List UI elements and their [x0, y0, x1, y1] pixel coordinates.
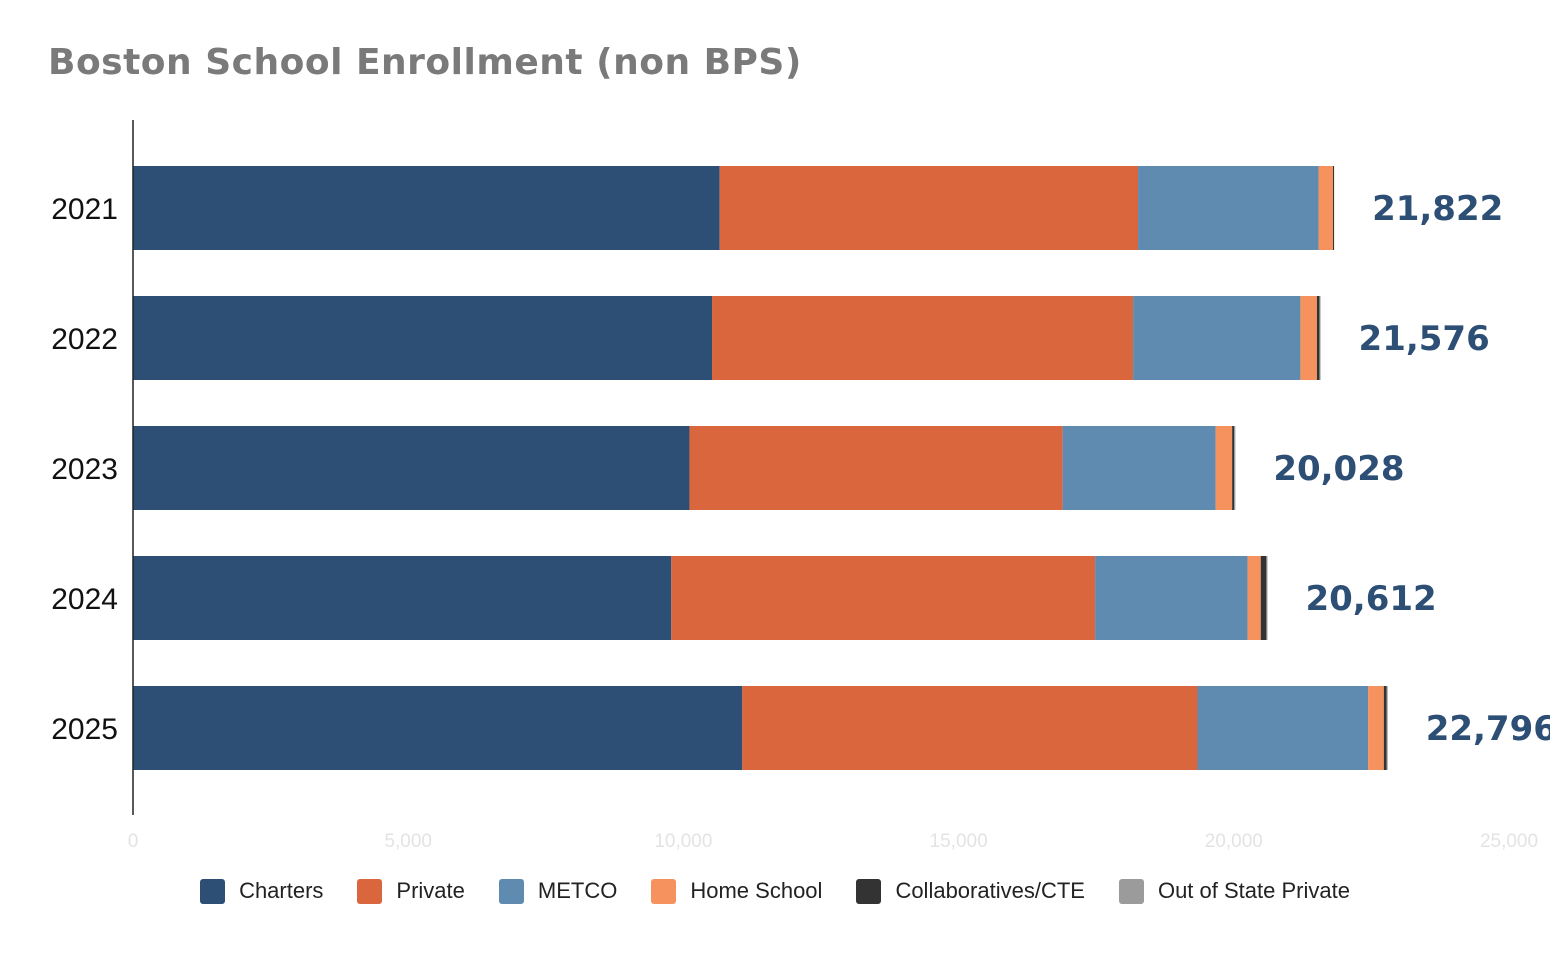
- total-label-2025: 22,796: [1426, 709, 1550, 749]
- bar-2024-home-school: [1247, 556, 1261, 640]
- bar-2023-collaboratives-cte: [1232, 426, 1235, 510]
- total-label-2024: 20,612: [1305, 579, 1436, 619]
- legend-swatch: [856, 878, 882, 904]
- bar-2025-out-of-state-private: [1386, 686, 1388, 770]
- x-tick-label: 0: [128, 831, 139, 852]
- legend-label: Private: [396, 878, 465, 903]
- legend-item-private: Private: [357, 878, 465, 904]
- bar-2022-out-of-state-private: [1319, 296, 1321, 380]
- legend-swatch: [200, 878, 226, 904]
- bar-2023-out-of-state-private: [1234, 426, 1236, 510]
- category-labels: 2021 2022 2023 2024 2025: [51, 193, 118, 746]
- bar-2024-out-of-state-private: [1266, 556, 1268, 640]
- bar-2025-collaboratives-cte: [1383, 686, 1387, 770]
- bar-2022-metco: [1133, 296, 1301, 380]
- bar-group: [133, 166, 1388, 770]
- x-tick-label: 10,000: [654, 831, 712, 852]
- bar-2023-private: [689, 426, 1063, 510]
- category-label-2021: 2021: [51, 193, 118, 226]
- chart-title: Boston School Enrollment (non BPS): [48, 42, 802, 83]
- category-label-2023: 2023: [51, 453, 118, 486]
- x-tick-label: 25,000: [1480, 831, 1538, 852]
- x-tick-labels: 0 5,000 10,000 15,000 20,000 25,000: [128, 831, 1538, 852]
- total-label-2021: 21,822: [1372, 189, 1503, 229]
- legend-swatch: [651, 878, 677, 904]
- bar-2023-charters: [133, 426, 690, 510]
- category-label-2025: 2025: [51, 713, 118, 746]
- bar-2025-private: [742, 686, 1198, 770]
- bar-2023-home-school: [1215, 426, 1233, 510]
- legend-item-collaboratives-cte: Collaboratives/CTE: [856, 878, 1085, 904]
- bar-2025-metco: [1197, 686, 1369, 770]
- bar-2021-home-school: [1318, 166, 1333, 250]
- bar-2021-metco: [1138, 166, 1319, 250]
- x-tick-label: 15,000: [930, 831, 988, 852]
- legend-swatch: [498, 878, 524, 904]
- legend-label: Charters: [239, 878, 324, 903]
- category-label-2022: 2022: [51, 323, 118, 356]
- bar-2021-collaboratives-cte: [1332, 166, 1335, 250]
- legend-item-charters: Charters: [200, 878, 323, 904]
- bar-2025-charters: [133, 686, 743, 770]
- total-labels: 21,822 21,576 20,028 20,612 22,796: [1273, 189, 1550, 749]
- legend-label: Collaboratives/CTE: [895, 878, 1085, 903]
- legend-item-out-of-state-private: Out of State Private: [1118, 878, 1350, 904]
- total-label-2022: 21,576: [1359, 319, 1490, 359]
- bar-2022-home-school: [1300, 296, 1317, 380]
- category-label-2024: 2024: [51, 583, 118, 616]
- bar-2022-collaboratives-cte: [1316, 296, 1320, 380]
- bar-2021-private: [719, 166, 1139, 250]
- x-tick-label: 20,000: [1205, 831, 1263, 852]
- bar-2022-private: [712, 296, 1134, 380]
- legend-label: METCO: [537, 878, 618, 903]
- legend-swatch: [1118, 878, 1144, 904]
- legend-label: Home School: [690, 878, 823, 903]
- bar-2023-metco: [1062, 426, 1216, 510]
- total-label-2023: 20,028: [1273, 449, 1404, 489]
- bar-2022-charters: [133, 296, 713, 380]
- bar-2024-charters: [133, 556, 672, 640]
- legend-label: Out of State Private: [1157, 878, 1350, 903]
- legend-item-metco: METCO: [498, 878, 618, 904]
- legend-swatch: [357, 878, 383, 904]
- bar-2024-collaboratives-cte: [1260, 556, 1267, 640]
- x-tick-label: 5,000: [384, 831, 432, 852]
- bar-2025-home-school: [1368, 686, 1384, 770]
- bar-2024-private: [671, 556, 1096, 640]
- legend: Charters Private METCO Home School Collabora…: [0, 878, 1550, 904]
- bar-2021-charters: [133, 166, 720, 250]
- legend-item-home-school: Home School: [651, 878, 822, 904]
- bar-2024-metco: [1095, 556, 1248, 640]
